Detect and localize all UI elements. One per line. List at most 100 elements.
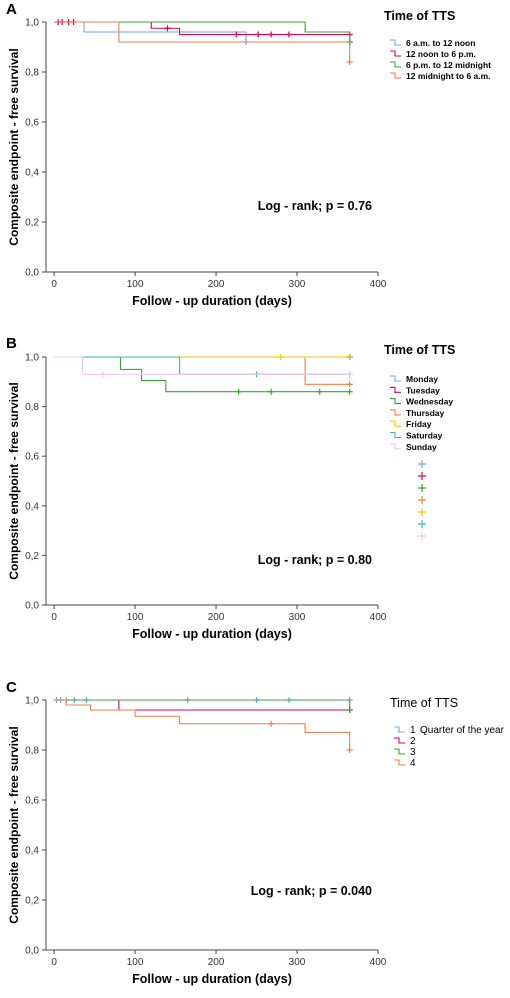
- legend-item-label: 12 midnight to 6 a.m.: [406, 71, 491, 81]
- y-axis-title: Composite endpoint - free survival: [7, 48, 21, 245]
- y-tick-label: 0,6: [25, 452, 39, 463]
- legend-item-label: 4: [410, 758, 416, 769]
- legend-title: Time of TTS: [390, 696, 458, 710]
- censor-mark: [268, 720, 275, 727]
- legend-item-label: Monday: [406, 374, 438, 384]
- y-tick-label: 0,0: [25, 601, 39, 612]
- log-rank-annotation: Log - rank; p = 0.76: [258, 199, 372, 213]
- series-4-curve: [54, 356, 350, 385]
- legend-item-label: Wednesday: [406, 397, 453, 407]
- y-tick-label: 0,0: [25, 268, 39, 279]
- series-2-curve: [54, 699, 350, 711]
- censor-mark: [285, 31, 292, 38]
- y-tick-label: 0,8: [25, 746, 39, 757]
- y-tick-label: 0,4: [25, 501, 39, 512]
- legend-item-label: 6 a.m. to 12 noon: [406, 38, 475, 48]
- x-tick-label: 100: [127, 279, 144, 290]
- censor-mark: [255, 31, 262, 38]
- x-tick-label: 0: [51, 957, 57, 968]
- x-tick-label: 100: [127, 612, 144, 623]
- y-tick-label: 0,4: [25, 168, 39, 179]
- censor-mark: [346, 354, 353, 360]
- y-tick-label: 0,4: [25, 846, 39, 857]
- y-tick-label: 1,0: [25, 353, 39, 364]
- censor-mark: [233, 31, 240, 38]
- x-tick-label: 400: [370, 279, 387, 290]
- x-tick-label: 400: [370, 612, 387, 623]
- x-tick-label: 300: [289, 279, 306, 290]
- legend-censor-symbol: [418, 472, 426, 480]
- series-3-curve: [54, 699, 351, 710]
- y-tick-label: 0,2: [25, 551, 39, 562]
- censor-mark: [346, 381, 353, 388]
- series-3-curve: [54, 356, 350, 393]
- legend-swatch: [394, 726, 405, 733]
- x-tick-label: 300: [289, 957, 306, 968]
- panel-letter: C: [6, 679, 17, 696]
- censor-mark: [277, 354, 284, 360]
- log-rank-annotation: Log - rank; p = 0.80: [258, 553, 372, 567]
- legend-swatch: [390, 409, 401, 416]
- legend-swatch: [390, 61, 401, 68]
- censor-mark: [99, 371, 106, 378]
- legend-item-label: Thursday: [406, 408, 445, 418]
- legend-item-label: 6 p.m. to 12 midnight: [406, 60, 491, 70]
- legend-item-label: 2: [410, 736, 416, 747]
- x-tick-label: 0: [51, 612, 57, 623]
- legend-item-label: 3: [410, 747, 416, 758]
- y-tick-label: 0,8: [25, 402, 39, 413]
- y-axis-title: Composite endpoint - free survival: [7, 382, 21, 579]
- legend-item-label: Tuesday: [406, 385, 440, 395]
- legend-censor-symbol: [418, 520, 426, 528]
- legend-swatch: [390, 375, 401, 382]
- censor-mark: [235, 388, 242, 395]
- censor-mark: [346, 59, 353, 65]
- legend-swatch: [390, 420, 401, 427]
- censor-mark: [316, 388, 323, 395]
- legend-swatch: [390, 431, 401, 439]
- panel-letter: A: [6, 1, 17, 18]
- legend-swatch: [390, 386, 401, 393]
- y-tick-label: 0,8: [25, 68, 39, 79]
- y-tick-label: 0,0: [25, 946, 39, 957]
- legend-swatch: [394, 737, 405, 744]
- legend-censor-symbol: [418, 460, 426, 468]
- censor-mark: [346, 371, 353, 378]
- censor-mark: [268, 388, 275, 395]
- x-tick-label: 0: [51, 279, 57, 290]
- legend-censor-symbol: [418, 484, 426, 492]
- legend-swatch: [390, 39, 401, 46]
- legend-title: Time of TTS: [384, 9, 455, 23]
- series-4-curve: [54, 699, 351, 750]
- censor-mark: [164, 25, 171, 32]
- y-tick-label: 0,2: [25, 896, 39, 907]
- censor-mark: [346, 747, 353, 753]
- legend-item-label: Saturday: [406, 431, 443, 441]
- x-tick-label: 200: [208, 279, 225, 290]
- x-axis-title: Follow - up duration (days): [132, 972, 292, 986]
- legend-censor-symbol: [418, 508, 426, 516]
- legend-swatch: [390, 443, 401, 450]
- legend-swatch: [390, 72, 401, 79]
- legend-swatch: [394, 759, 405, 766]
- censor-mark: [346, 388, 353, 395]
- legend-swatch: [394, 748, 405, 755]
- log-rank-annotation: Log - rank; p = 0.040: [251, 884, 372, 898]
- x-tick-label: 200: [208, 612, 225, 623]
- panel-c: C 0,0 0,2 0,4 0,6 0,8 1,0 0 100 200 300 400 Composit…: [6, 679, 505, 986]
- y-tick-label: 0,2: [25, 218, 39, 229]
- x-axis-title: Follow - up duration (days): [132, 294, 292, 308]
- series-3-curve: [54, 21, 351, 42]
- y-tick-label: 0,6: [25, 118, 39, 129]
- legend-swatch: [390, 398, 401, 405]
- legend-censor-symbol: [418, 532, 426, 540]
- x-tick-label: 300: [289, 612, 306, 623]
- x-tick-label: 100: [127, 957, 144, 968]
- series-7-curve: [54, 356, 350, 375]
- censor-mark: [268, 31, 275, 38]
- panel-b: B 0,0 0,2 0,4 0,6 0,8 1,0 0 100 200 300 400 Composit…: [6, 335, 455, 641]
- x-tick-label: 200: [208, 957, 225, 968]
- x-axis-title: Follow - up duration (days): [132, 627, 292, 641]
- y-tick-label: 0,6: [25, 796, 39, 807]
